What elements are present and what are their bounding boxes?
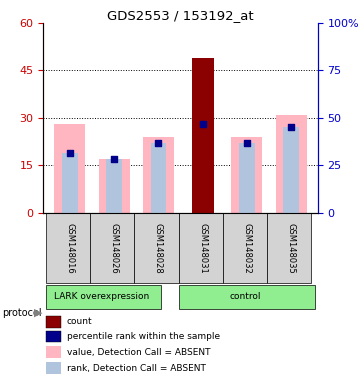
Title: GDS2553 / 153192_at: GDS2553 / 153192_at bbox=[107, 9, 254, 22]
Text: percentile rank within the sample: percentile rank within the sample bbox=[67, 332, 220, 341]
Text: control: control bbox=[229, 292, 261, 301]
Text: value, Detection Call = ABSENT: value, Detection Call = ABSENT bbox=[67, 348, 210, 357]
Bar bbox=[99, 159, 130, 213]
Bar bbox=[283, 127, 299, 213]
Bar bbox=[239, 143, 255, 213]
Bar bbox=[62, 153, 78, 213]
Point bbox=[111, 156, 117, 162]
Text: GSM148028: GSM148028 bbox=[154, 223, 163, 274]
Text: GSM148031: GSM148031 bbox=[198, 223, 207, 274]
FancyBboxPatch shape bbox=[179, 214, 223, 283]
Text: rank, Detection Call = ABSENT: rank, Detection Call = ABSENT bbox=[67, 364, 205, 373]
Bar bbox=[151, 143, 166, 213]
Bar bbox=[46, 331, 61, 343]
Text: GSM148026: GSM148026 bbox=[110, 223, 119, 274]
Text: GSM148035: GSM148035 bbox=[287, 223, 296, 274]
Bar bbox=[46, 316, 61, 328]
FancyBboxPatch shape bbox=[223, 214, 267, 283]
Text: protocol: protocol bbox=[2, 308, 42, 318]
Point bbox=[200, 121, 205, 127]
FancyBboxPatch shape bbox=[90, 214, 135, 283]
Bar bbox=[143, 137, 174, 213]
Text: GSM148032: GSM148032 bbox=[242, 223, 251, 274]
Bar bbox=[192, 58, 214, 213]
Point bbox=[288, 124, 294, 131]
Text: count: count bbox=[67, 318, 92, 326]
Bar bbox=[106, 159, 122, 213]
FancyBboxPatch shape bbox=[46, 214, 90, 283]
Point bbox=[67, 150, 73, 156]
FancyBboxPatch shape bbox=[179, 285, 315, 309]
Text: ▶: ▶ bbox=[34, 308, 43, 318]
Bar bbox=[231, 137, 262, 213]
FancyBboxPatch shape bbox=[46, 285, 161, 309]
FancyBboxPatch shape bbox=[267, 214, 312, 283]
Bar bbox=[46, 362, 61, 374]
Bar bbox=[55, 124, 85, 213]
FancyBboxPatch shape bbox=[135, 214, 179, 283]
Text: GSM148016: GSM148016 bbox=[65, 223, 74, 274]
Point bbox=[244, 140, 250, 146]
Bar bbox=[46, 346, 61, 358]
Text: LARK overexpression: LARK overexpression bbox=[54, 292, 149, 301]
Bar bbox=[276, 115, 306, 213]
Point bbox=[156, 140, 161, 146]
